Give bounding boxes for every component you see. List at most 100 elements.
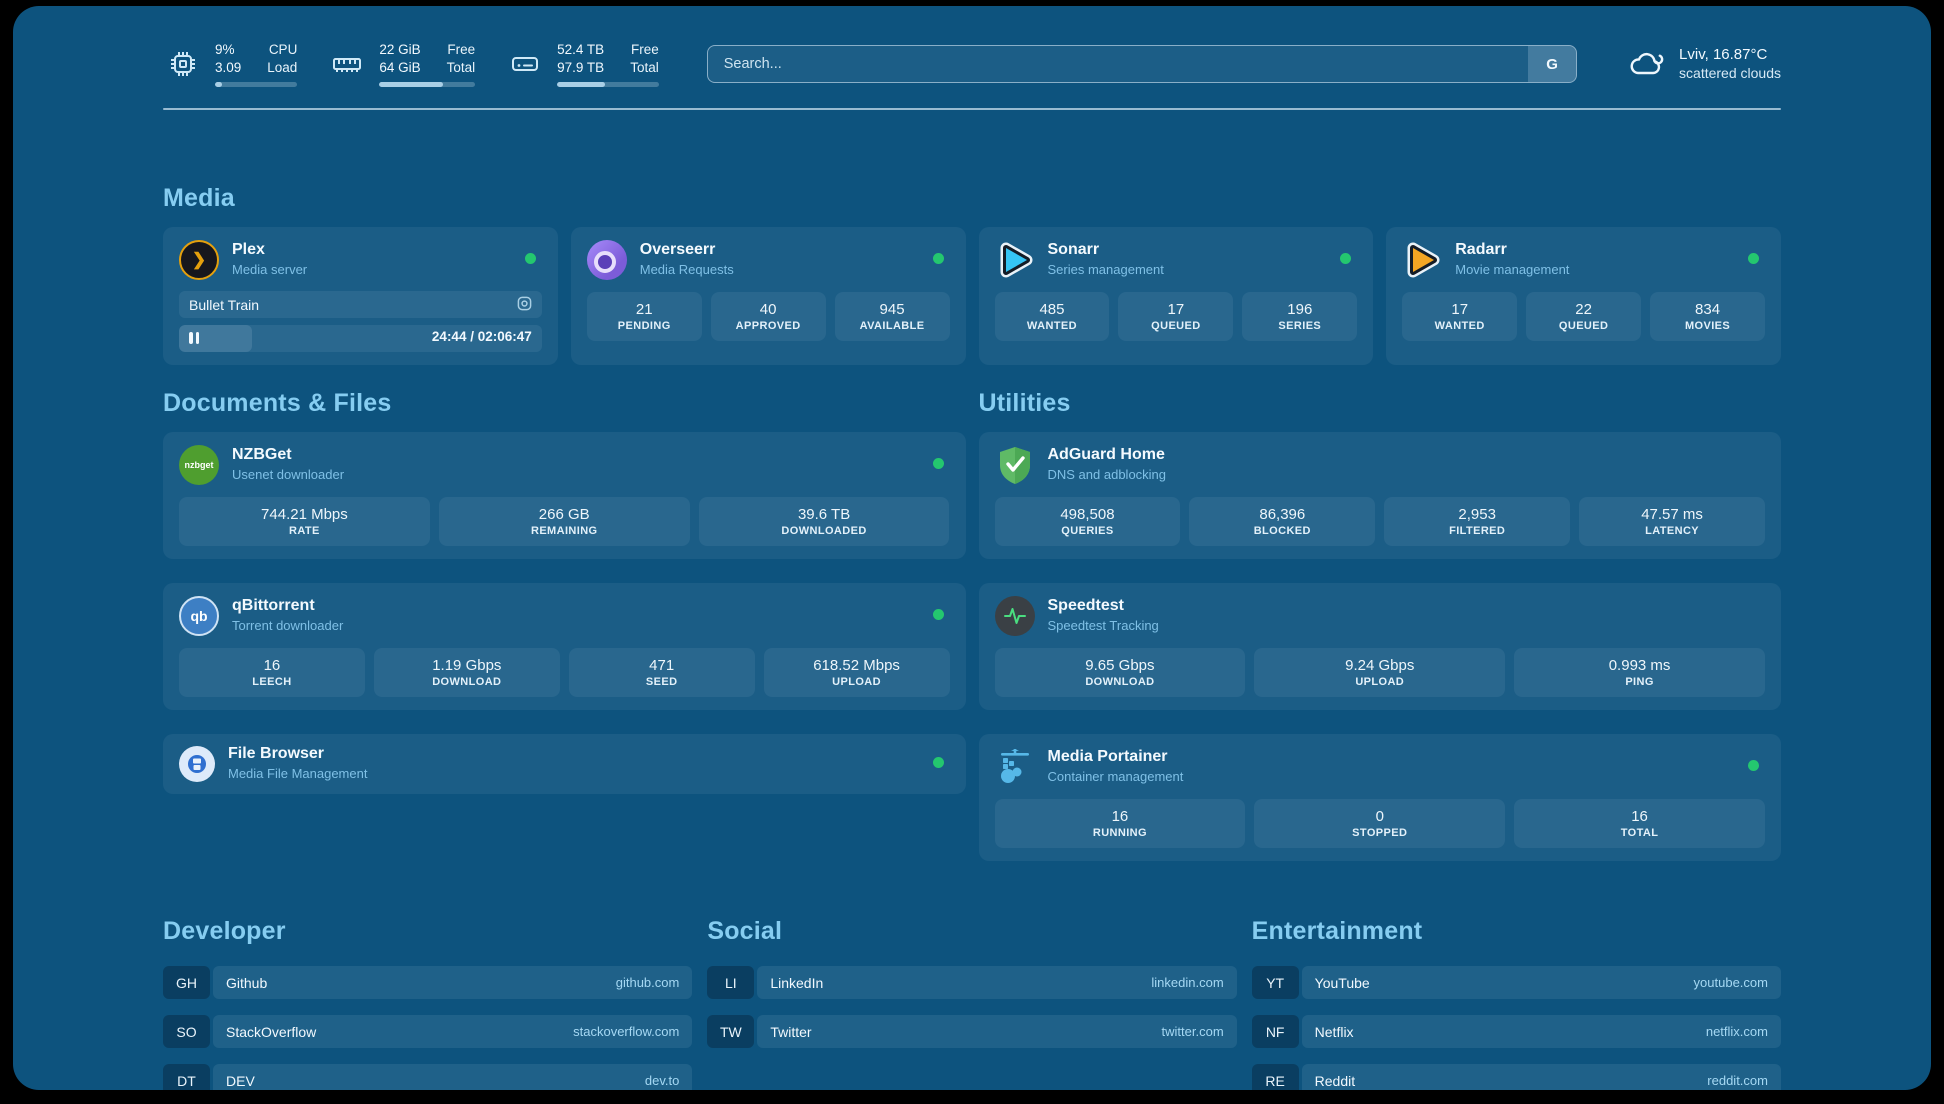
disk-stat: 52.4 TB 97.9 TB Free Total — [505, 41, 659, 87]
radarr-stat-queued: 22 QUEUED — [1526, 292, 1642, 341]
weather-widget: Lviv, 16.87°C scattered clouds — [1627, 44, 1781, 84]
weather-location-temp: Lviv, 16.87°C — [1679, 46, 1768, 63]
ram-progress-fill — [379, 82, 443, 87]
plex-playback-progress: 24:44 / 02:06:47 — [179, 325, 542, 352]
bookmarks-developer: Developer GH Github github.com SO StackO… — [163, 917, 693, 1090]
bookmarks-entertainment: Entertainment YT YouTube youtube.com NF … — [1251, 917, 1781, 1090]
sonarr-stat-queued: 17 QUEUED — [1118, 292, 1234, 341]
plex-status-dot — [524, 253, 536, 264]
bookmark-stackoverflow[interactable]: SO StackOverflow stackoverflow.com — [163, 1015, 693, 1048]
bookmark-reddit[interactable]: RE Reddit reddit.com — [1251, 1064, 1781, 1090]
dashboard-page: 9% 3.09 CPU Load — [13, 6, 1931, 1090]
bookmark-youtube[interactable]: YT YouTube youtube.com — [1251, 966, 1781, 999]
bookmark-github-abbr: GH — [163, 966, 210, 999]
sonarr-status-dot — [1340, 253, 1352, 264]
bookmark-github-url: github.com — [615, 975, 680, 990]
bookmark-youtube-name: YouTube — [1314, 974, 1370, 991]
sonarr-stat-series: 196 SERIES — [1242, 292, 1358, 341]
cpu-progress-fill — [215, 82, 223, 87]
cpu-stat: 9% 3.09 CPU Load — [163, 41, 298, 87]
qbittorrent-icon: qb — [179, 596, 219, 636]
ram-total-label: Total — [446, 60, 476, 75]
radarr-title: Radarr — [1455, 241, 1507, 258]
plex-playback-time: 24:44 / 02:06:47 — [431, 329, 532, 344]
bookmark-linkedin-url: linkedin.com — [1151, 975, 1224, 990]
plex-now-playing: Bullet Train — [189, 296, 260, 313]
bookmark-twitter-abbr: TW — [707, 1015, 755, 1048]
speedtest-icon — [994, 596, 1035, 636]
radarr-card[interactable]: Radarr Movie management 17 WANTED 22 QUE… — [1386, 227, 1781, 365]
bookmark-netflix[interactable]: NF Netflix netflix.com — [1251, 1015, 1781, 1048]
bookmarks-social: Social LI LinkedIn linkedin.com TW Twitt… — [707, 917, 1237, 1090]
search-bar: G — [706, 45, 1578, 83]
cpu-load-label: Load — [267, 60, 298, 75]
plex-card[interactable]: ❯ Plex Media server Bullet Train — [163, 227, 558, 365]
section-header-media: Media — [163, 184, 235, 212]
bookmark-linkedin[interactable]: LI LinkedIn linkedin.com — [707, 966, 1237, 999]
bookmark-linkedin-abbr: LI — [707, 966, 755, 999]
cpu-usage-value: 9% — [215, 42, 235, 57]
nzbget-card[interactable]: nzbget NZBGet Usenet downloader 744.21 M… — [163, 432, 966, 559]
sonarr-card[interactable]: Sonarr Series management 485 WANTED 17 Q… — [978, 227, 1374, 365]
overseerr-stat-pending: 21 PENDING — [586, 292, 702, 341]
section-header-utilities: Utilities — [978, 389, 1071, 417]
filebrowser-icon — [179, 746, 215, 782]
qbittorrent-card[interactable]: qb qBittorrent Torrent downloader 16 LEE… — [163, 583, 966, 710]
qbittorrent-stat-upload: 618.52 Mbps UPLOAD — [763, 648, 950, 697]
bookmark-youtube-url: youtube.com — [1693, 975, 1768, 990]
bookmark-github-name: Github — [226, 974, 268, 991]
bookmark-dev[interactable]: DT DEV dev.to — [163, 1064, 693, 1090]
top-bar: 9% 3.09 CPU Load — [163, 38, 1781, 90]
bookmark-stackoverflow-name: StackOverflow — [226, 1023, 317, 1040]
nzbget-title: NZBGet — [232, 446, 292, 463]
portainer-stat-stopped: 0 STOPPED — [1254, 799, 1506, 848]
portainer-stat-total: 16 TOTAL — [1514, 799, 1765, 848]
bookmark-github[interactable]: GH Github github.com — [163, 966, 693, 999]
nzbget-stat-remaining: 266 GB REMAINING — [438, 497, 690, 546]
ram-icon — [327, 44, 367, 84]
search-input[interactable] — [707, 46, 1529, 82]
filebrowser-card[interactable]: File Browser Media File Management — [163, 734, 966, 794]
plex-subtitle: Media server — [232, 262, 308, 277]
qbittorrent-title: qBittorrent — [232, 597, 315, 614]
nzbget-status-dot — [932, 458, 944, 469]
speedtest-card[interactable]: Speedtest Speedtest Tracking 9.65 Gbps D… — [978, 583, 1781, 710]
overseerr-subtitle: Media Requests — [639, 262, 734, 277]
cpu-icon — [163, 44, 203, 84]
adguard-card[interactable]: AdGuard Home DNS and adblocking 498,508 … — [978, 432, 1781, 559]
adguard-stat-filtered: 2,953 FILTERED — [1384, 497, 1571, 546]
speedtest-stat-download: 9.65 Gbps DOWNLOAD — [994, 648, 1246, 697]
adguard-stat-latency: 47.57 ms LATENCY — [1579, 497, 1765, 546]
disk-progress-bar — [557, 82, 659, 87]
weather-condition: scattered clouds — [1679, 65, 1781, 81]
section-header-documents: Documents & Files — [163, 389, 392, 417]
filebrowser-title: File Browser — [228, 745, 325, 762]
bookmark-reddit-url: reddit.com — [1707, 1073, 1768, 1088]
overseerr-icon — [586, 240, 627, 280]
nzbget-stat-downloaded: 39.6 TB DOWNLOADED — [698, 497, 950, 546]
bookmark-twitter[interactable]: TW Twitter twitter.com — [707, 1015, 1237, 1048]
portainer-stat-running: 16 RUNNING — [994, 799, 1246, 848]
bookmark-dev-url: dev.to — [644, 1073, 680, 1088]
overseerr-card[interactable]: Overseerr Media Requests 21 PENDING 40 A… — [570, 227, 966, 365]
bookmark-netflix-abbr: NF — [1251, 1015, 1299, 1048]
qbittorrent-status-dot — [932, 609, 944, 620]
adguard-title: AdGuard Home — [1047, 446, 1165, 463]
portainer-card[interactable]: Media Portainer Container management 16 … — [978, 734, 1781, 861]
disk-free-value: 52.4 TB — [557, 42, 605, 57]
radarr-stat-wanted: 17 WANTED — [1402, 292, 1518, 341]
adguard-icon — [995, 445, 1035, 485]
ram-stat: 22 GiB 64 GiB Free Total — [327, 41, 476, 87]
disk-free-label: Free — [630, 42, 659, 57]
radarr-status-dot — [1748, 253, 1759, 264]
pause-icon[interactable] — [189, 332, 199, 344]
plex-session-settings-icon[interactable] — [517, 296, 532, 314]
search-engine-button[interactable]: G — [1528, 46, 1577, 82]
ram-free-label: Free — [447, 42, 476, 57]
radarr-stat-movies: 834 MOVIES — [1650, 292, 1766, 341]
disk-icon — [505, 44, 545, 84]
cpu-usage-label: CPU — [268, 42, 298, 57]
bookmark-twitter-url: twitter.com — [1161, 1024, 1224, 1039]
bookmark-reddit-name: Reddit — [1314, 1072, 1356, 1089]
overseerr-stat-available: 945 AVAILABLE — [834, 292, 950, 341]
